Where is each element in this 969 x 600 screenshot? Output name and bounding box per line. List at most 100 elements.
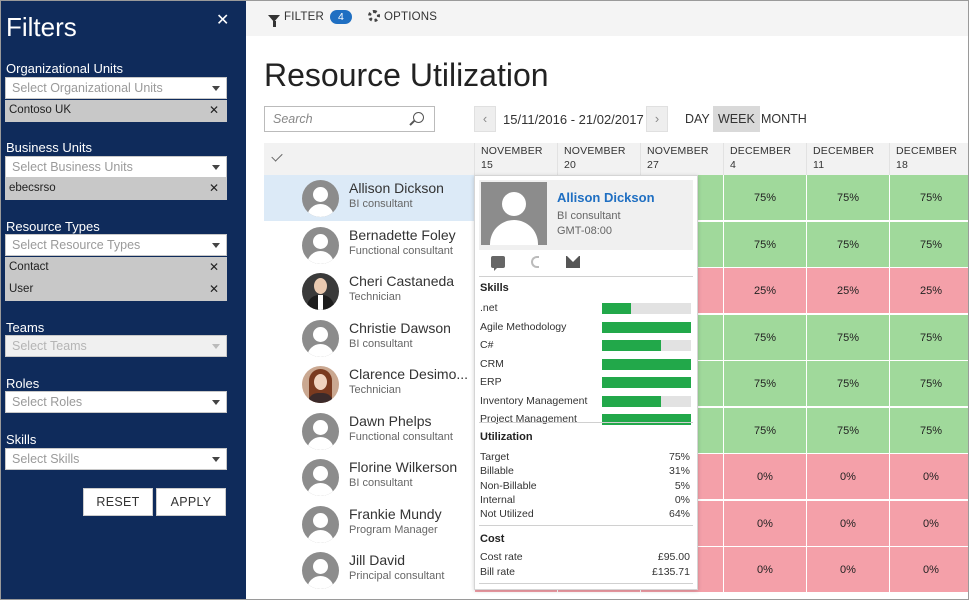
search-icon[interactable]	[413, 112, 424, 123]
utilization-cell[interactable]: 75%	[806, 221, 889, 268]
resource-row[interactable]: Clarence Desimo... Technician	[264, 361, 474, 407]
utilization-cell[interactable]: 75%	[723, 361, 806, 407]
utilization-cell[interactable]: 25%	[889, 268, 969, 314]
teams-select[interactable]: Select Teams	[5, 335, 227, 357]
utilization-cell[interactable]: 0%	[889, 500, 969, 547]
close-icon[interactable]: ✕	[216, 12, 230, 29]
remove-chip-icon[interactable]: ✕	[208, 103, 219, 117]
resource-role: Technician	[349, 384, 401, 396]
skill-name: ERP	[480, 376, 502, 388]
remove-chip-icon[interactable]: ✕	[208, 282, 219, 296]
resource-row[interactable]: Bernadette Foley Functional consultant	[264, 222, 474, 268]
utilization-cell[interactable]: 0%	[889, 454, 969, 500]
utilization-cell[interactable]: 75%	[806, 314, 889, 361]
filter-count-badge: 4	[329, 10, 353, 24]
cost-label: Bill rate	[480, 566, 516, 578]
utilization-title: Utilization	[480, 431, 533, 443]
remove-chip-icon[interactable]: ✕	[208, 260, 219, 274]
org-units-select[interactable]: Select Organizational Units	[5, 77, 227, 99]
utilization-cell[interactable]: 75%	[889, 221, 969, 268]
chip-resource-type-user: User ✕	[5, 279, 227, 301]
utilization-cell[interactable]: 0%	[806, 454, 889, 500]
previous-period-button[interactable]: ‹	[474, 106, 496, 132]
chip-business-unit: ebecsrso ✕	[5, 178, 227, 200]
utilization-value: 25%	[836, 285, 860, 297]
tab-month[interactable]: MONTH	[761, 112, 807, 126]
resource-row[interactable]: Frankie Mundy Program Manager	[264, 501, 474, 547]
resource-row[interactable]: Christie Dawson BI consultant	[264, 315, 474, 361]
utilization-cell[interactable]: 0%	[806, 547, 889, 593]
resource-row[interactable]: Florine Wilkerson BI consultant	[264, 454, 474, 500]
utilization-cell[interactable]: 75%	[723, 175, 806, 221]
resource-name: Cheri Castaneda	[349, 273, 455, 289]
utilization-cell[interactable]: 25%	[723, 268, 806, 314]
business-units-select[interactable]: Select Business Units	[5, 156, 227, 178]
chat-icon[interactable]	[491, 256, 505, 271]
utilization-cell[interactable]: 75%	[806, 407, 889, 454]
utilization-cell[interactable]: 0%	[889, 547, 969, 593]
tab-day[interactable]: DAY	[685, 112, 710, 126]
roles-label: Roles	[6, 376, 40, 391]
utilization-cell[interactable]: 0%	[723, 500, 806, 547]
utilization-cell[interactable]: 75%	[889, 175, 969, 221]
utilization-value: 25%	[919, 285, 943, 297]
resource-types-select[interactable]: Select Resource Types	[5, 234, 227, 256]
business-units-label: Business Units	[6, 140, 92, 155]
next-period-button[interactable]: ›	[646, 106, 668, 132]
resource-types-placeholder: Select Resource Types	[12, 238, 141, 252]
apply-button[interactable]: APPLY	[156, 488, 226, 516]
utilization-cell[interactable]: 0%	[806, 500, 889, 547]
tab-week[interactable]: WEEK	[713, 106, 760, 132]
utilization-cell[interactable]: 0%	[723, 547, 806, 593]
utilization-label: Non-Billable	[480, 479, 537, 492]
skill-name: CRM	[480, 357, 504, 370]
utilization-value: 5%	[674, 479, 690, 492]
resource-row[interactable]: Cheri Castaneda Technician	[264, 268, 474, 314]
utilization-cell[interactable]: 75%	[723, 314, 806, 361]
resource-role: Functional consultant	[349, 430, 453, 443]
roles-select[interactable]: Select Roles	[5, 391, 227, 413]
avatar	[481, 182, 547, 245]
avatar	[302, 366, 339, 403]
utilization-cell[interactable]: 75%	[806, 175, 889, 221]
utilization-value: 0%	[757, 517, 773, 530]
resource-row[interactable]: Allison Dickson BI consultant	[264, 175, 474, 221]
options-label: OPTIONS	[384, 11, 438, 23]
utilization-cell[interactable]: 75%	[723, 407, 806, 454]
cost-value: £95.00	[657, 551, 690, 563]
utilization-cell[interactable]: 75%	[806, 361, 889, 407]
utilization-cell[interactable]: 75%	[889, 361, 969, 407]
cost-value: £135.71	[652, 566, 690, 578]
options-button[interactable]: OPTIONS	[368, 10, 437, 23]
column-day: 15	[481, 159, 494, 171]
filter-button[interactable]: FILTER 4	[268, 10, 353, 27]
filters-panel: Filters ✕ Organizational Units Select Or…	[0, 0, 246, 600]
avatar	[302, 459, 339, 496]
resource-row[interactable]: Jill David Principal consultant	[264, 547, 474, 593]
avatar	[302, 412, 339, 450]
phone-icon[interactable]	[531, 256, 539, 268]
reset-button[interactable]: RESET	[83, 488, 153, 516]
column-month: DECEMBER	[730, 145, 792, 157]
utilization-cell[interactable]: 25%	[806, 268, 889, 314]
avatar	[302, 273, 339, 310]
avatar	[302, 319, 339, 357]
remove-chip-icon[interactable]: ✕	[208, 181, 219, 195]
utilization-cell[interactable]: 75%	[723, 221, 806, 268]
column-month: NOVEMBER	[647, 145, 709, 157]
utilization-cell[interactable]: 75%	[889, 407, 969, 454]
mail-icon[interactable]	[566, 256, 580, 268]
utilization-label: Target	[480, 451, 510, 463]
skills-select[interactable]: Select Skills	[5, 448, 227, 470]
resource-name: Allison Dickson	[349, 180, 444, 196]
avatar	[302, 180, 339, 217]
skill-level-bar	[602, 321, 691, 333]
filter-label: FILTER	[284, 11, 324, 23]
column-day: 20	[564, 159, 577, 171]
resource-row[interactable]: Dawn Phelps Functional consultant	[264, 408, 474, 454]
utilization-cell[interactable]: 75%	[889, 314, 969, 361]
card-name-link[interactable]: Allison Dickson	[557, 190, 655, 205]
utilization-cell[interactable]: 0%	[723, 454, 806, 500]
utilization-label: Not Utilized	[480, 508, 534, 521]
search-input[interactable]: Search	[264, 106, 435, 132]
